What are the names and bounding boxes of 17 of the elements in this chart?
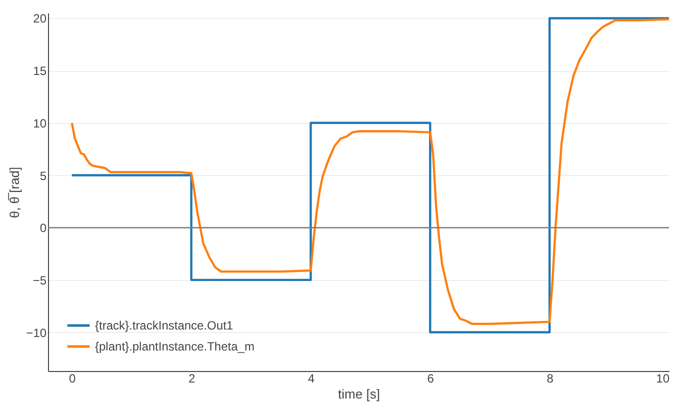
- y-tick-label: −5: [32, 273, 47, 288]
- y-tick-label: 15: [33, 64, 47, 78]
- y-tick-label: −10: [26, 326, 47, 340]
- y-tick-label: 10: [33, 116, 47, 130]
- legend-label: {track}.trackInstance.Out1: [95, 318, 234, 332]
- y-tick-label: 20: [33, 12, 47, 26]
- y-tick-label: 5: [40, 168, 47, 183]
- x-tick-label: 6: [427, 372, 434, 386]
- x-tick-label: 4: [308, 372, 315, 386]
- y-axis-title: θ, θ̅ [rad]: [7, 166, 22, 218]
- x-tick-label: 10: [656, 372, 670, 386]
- x-tick-label: 8: [546, 372, 554, 386]
- x-axis-title: time [s]: [338, 386, 380, 402]
- x-tick-label: 0: [69, 372, 76, 386]
- y-tick-label: 0: [40, 221, 47, 236]
- x-tick-label: 2: [188, 372, 196, 386]
- legend-label: {plant}.plantInstance.Theta_m: [95, 340, 254, 354]
